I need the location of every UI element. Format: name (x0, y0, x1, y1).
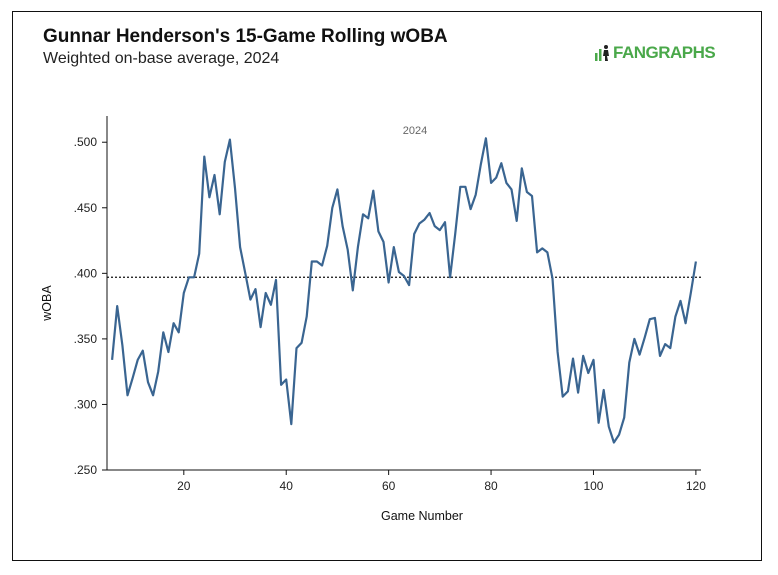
x-tick-label: 60 (382, 479, 396, 493)
chart-subtitle: Weighted on-base average, 2024 (43, 50, 280, 67)
y-tick-label: .450 (74, 201, 98, 215)
fangraphs-logo-text: FANGRAPHS (613, 43, 716, 62)
x-axis-label: Game Number (381, 509, 463, 523)
y-tick-label: .300 (74, 397, 98, 411)
series-line (111, 137, 697, 444)
x-tick-label: 100 (583, 479, 603, 493)
year-annotation: 2024 (403, 125, 427, 137)
fangraphs-logo: FANGRAPHS (593, 42, 716, 64)
x-tick-label: 20 (177, 479, 191, 493)
chart-frame (12, 11, 762, 561)
y-axis-label: wOBA (40, 285, 54, 322)
chart-title: Gunnar Henderson's 15-Game Rolling wOBA (43, 26, 448, 47)
y-tick-label: .500 (74, 135, 98, 149)
x-tick-label: 80 (484, 479, 498, 493)
x-tick-label: 40 (280, 479, 294, 493)
x-tick-label: 120 (686, 479, 706, 493)
y-ticks: .250 .300 .350 .400 .450 .500 (74, 135, 107, 477)
x-ticks: 20 40 60 80 100 120 (177, 470, 706, 493)
fangraphs-logo-icon (595, 45, 609, 61)
y-tick-label: .250 (74, 463, 98, 477)
y-tick-label: .400 (74, 266, 98, 280)
y-tick-label: .350 (74, 332, 98, 346)
